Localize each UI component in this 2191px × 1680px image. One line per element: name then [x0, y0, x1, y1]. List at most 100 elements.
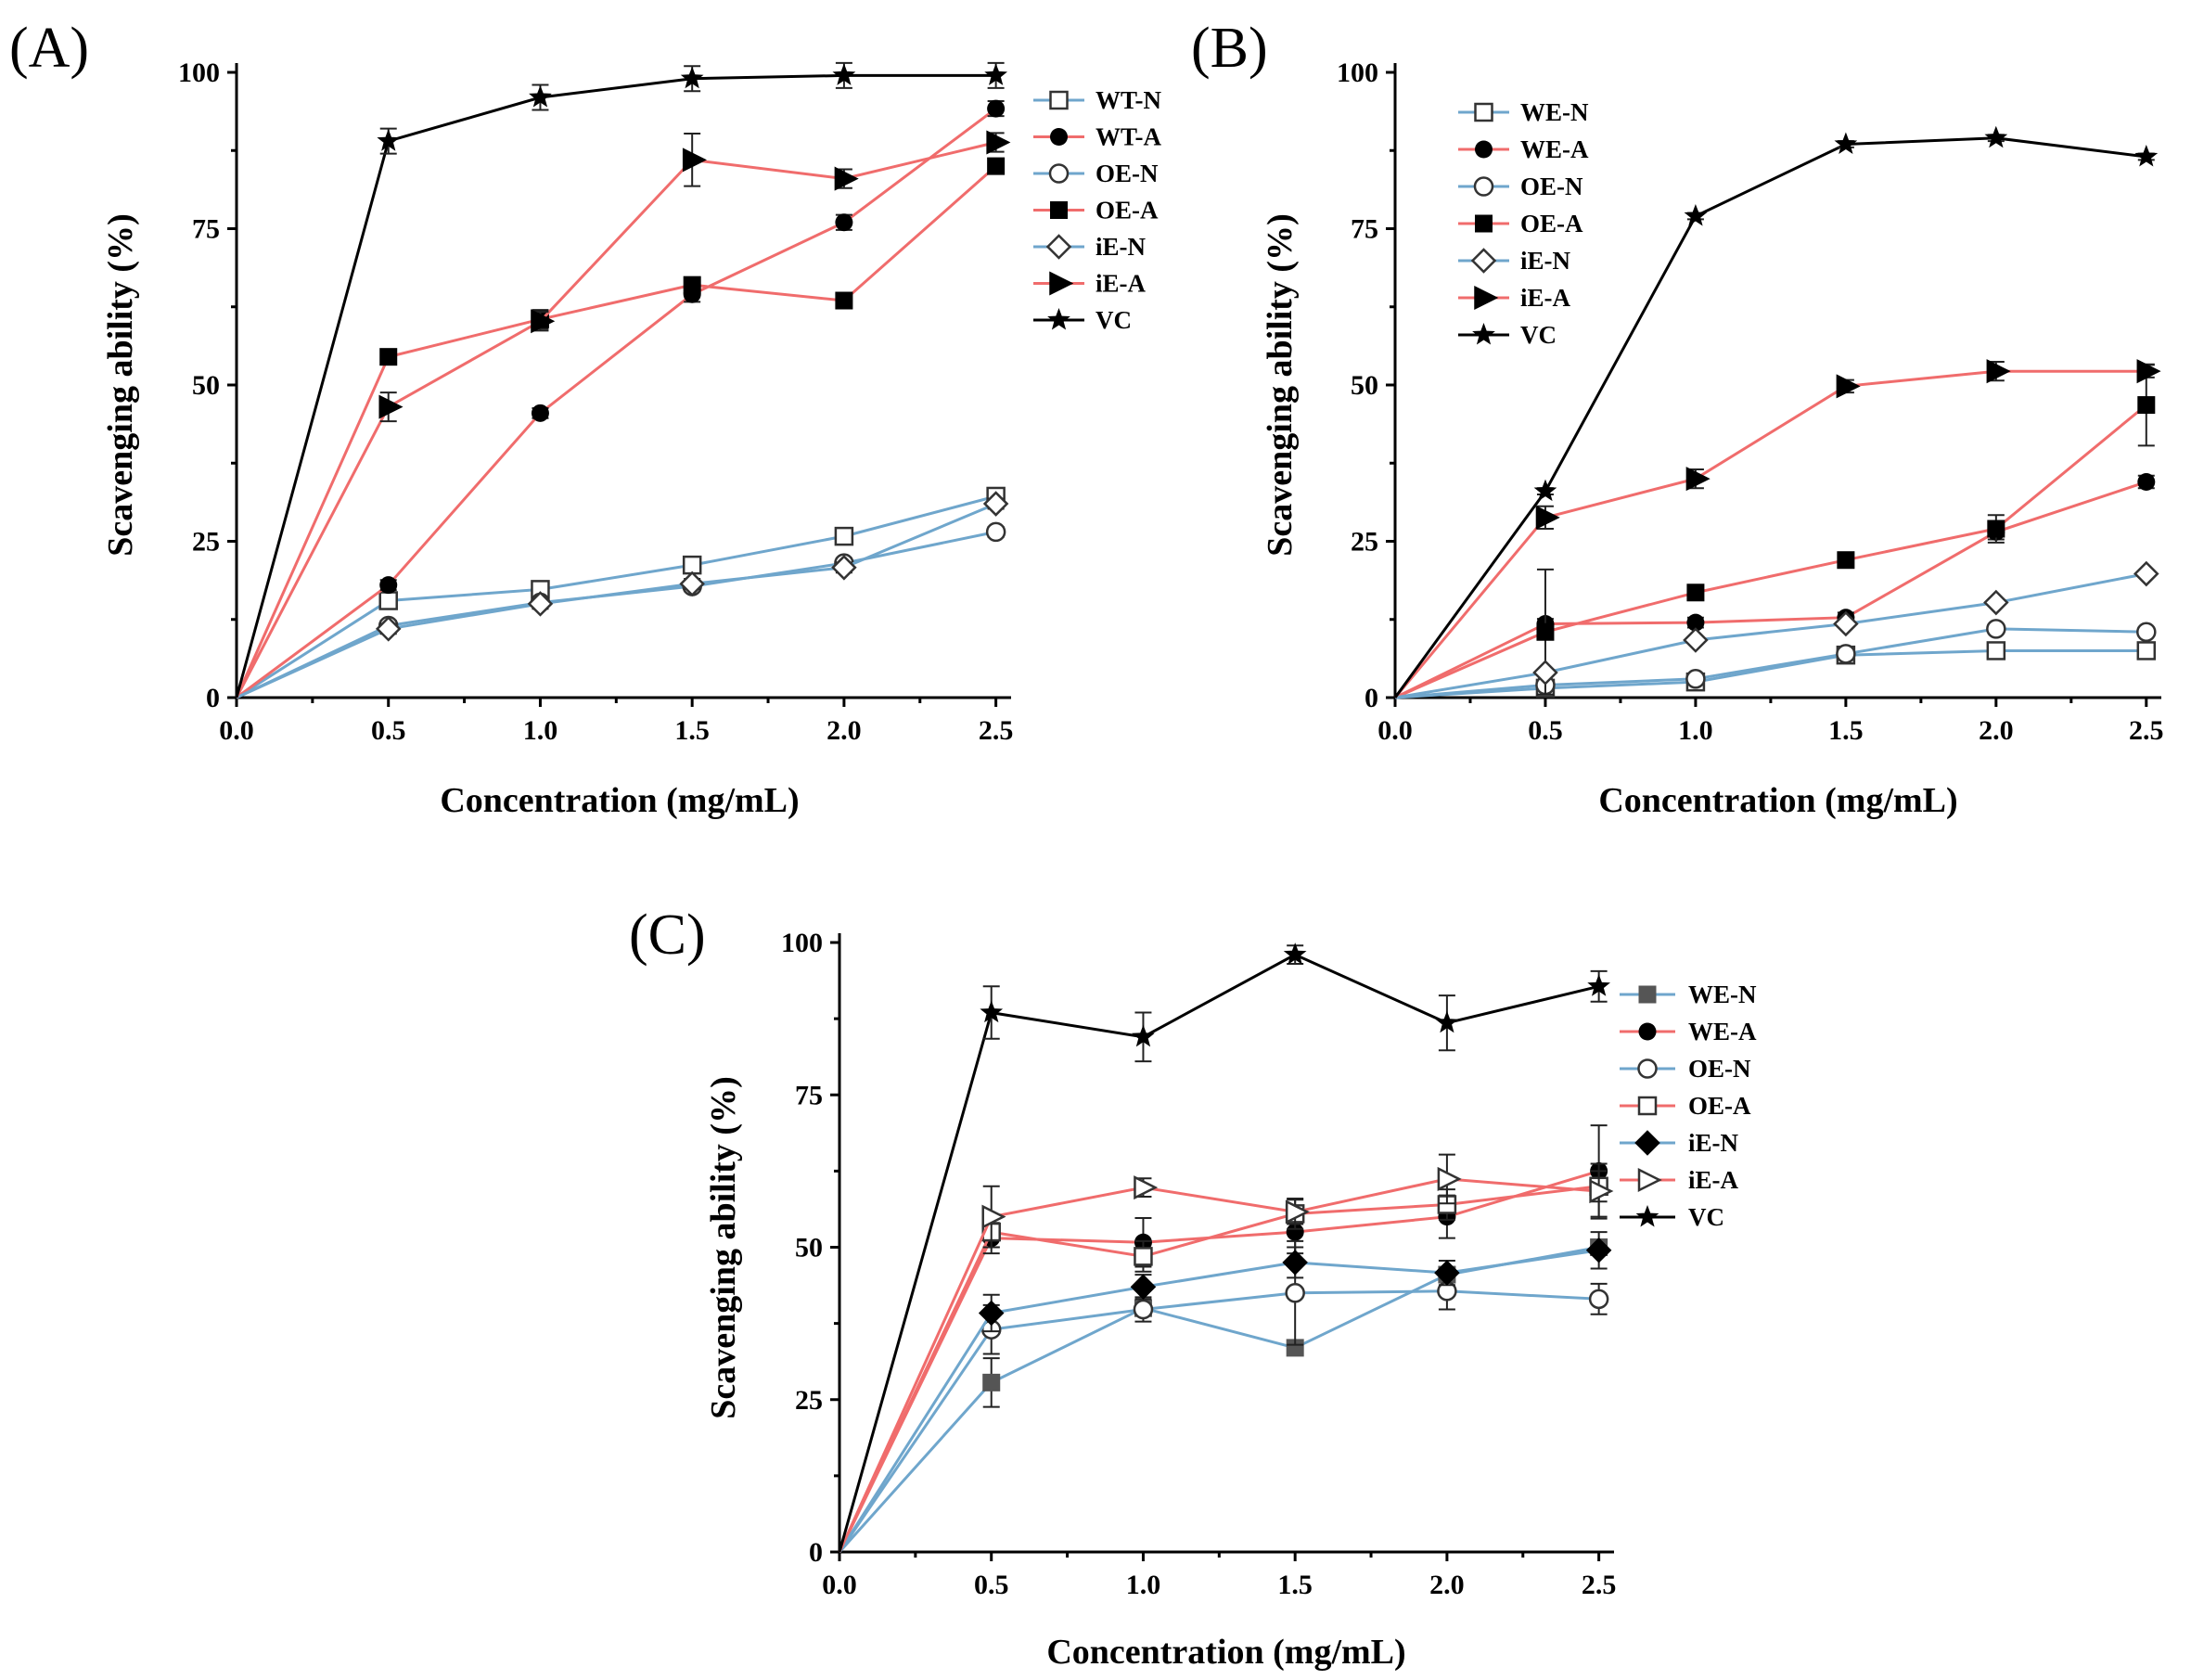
x-tick-label: 2.5: [1582, 1570, 1617, 1600]
data-point: [987, 157, 1006, 175]
data-point: [1683, 627, 1709, 653]
data-point: [1837, 551, 1855, 570]
y-tick-label: 0: [206, 683, 220, 713]
legend-marker: [1638, 985, 1657, 1004]
legend-label: iE-N: [1688, 1129, 1739, 1157]
series-iE-A: [838, 1153, 1614, 1553]
data-point: [529, 85, 552, 108]
panel-label: (C): [629, 904, 706, 967]
data-point: [1437, 1166, 1462, 1191]
data-point: [986, 130, 1011, 155]
data-point: [1434, 1260, 1460, 1286]
series-line: [1394, 627, 2146, 699]
data-point: [1986, 641, 2006, 660]
panel-label: (B): [1191, 17, 1268, 80]
data-point: [982, 491, 1009, 517]
data-point: [2134, 145, 2159, 167]
x-tick-label: 0.0: [219, 715, 254, 746]
legend-label: VC: [1688, 1203, 1724, 1231]
x-tick-label: 2.0: [1979, 715, 2014, 746]
data-point: [1435, 1010, 1459, 1033]
data-point: [1684, 204, 1708, 226]
legend-label: OE-A: [1520, 210, 1583, 237]
data-point: [527, 591, 554, 617]
data-point: [985, 521, 1006, 543]
x-tick-label: 0.0: [1377, 715, 1413, 746]
data-point: [378, 591, 398, 610]
legend-label: WT-A: [1096, 123, 1162, 151]
legend-marker: [1474, 102, 1493, 122]
data-point: [834, 526, 854, 546]
data-point: [1983, 589, 2009, 616]
legend-label: WT-N: [1096, 86, 1162, 114]
legend-marker: [1474, 285, 1499, 311]
y-axis-title: Scavenging ability (%): [704, 1076, 743, 1418]
legend-label: WE-A: [1688, 1018, 1757, 1045]
y-tick-label: 100: [178, 58, 220, 88]
series-line: [1394, 481, 2147, 699]
x-tick-label: 0.5: [974, 1570, 1009, 1600]
data-point: [375, 616, 402, 642]
data-point: [1589, 1179, 1614, 1204]
data-point: [682, 555, 702, 575]
series-line: [236, 107, 997, 699]
series-line: [1394, 572, 2147, 699]
legend-label: OE-N: [1096, 160, 1159, 187]
data-point: [680, 66, 704, 89]
legend-marker: [1634, 1130, 1660, 1156]
y-axis-title: Scavenging ability (%): [1261, 213, 1300, 556]
series-line: [838, 1289, 1599, 1553]
series-WE-A: [838, 1124, 1608, 1553]
data-point: [980, 1000, 1004, 1023]
y-tick-label: 75: [1351, 214, 1378, 245]
data-point: [1987, 519, 2005, 538]
data-point: [1134, 1247, 1153, 1266]
series-line: [838, 1249, 1599, 1553]
series-VC: [838, 943, 1610, 1553]
legend-label: VC: [1096, 306, 1132, 334]
legend-marker: [1472, 323, 1495, 345]
legend-marker: [1637, 1058, 1658, 1079]
legend-label: iE-N: [1096, 233, 1147, 261]
data-point: [1532, 660, 1558, 686]
legend-marker: [1638, 1022, 1657, 1041]
data-point: [1585, 1238, 1612, 1263]
legend-label: OE-N: [1688, 1055, 1751, 1083]
x-tick-label: 1.5: [1277, 1570, 1313, 1600]
legend-marker: [1045, 234, 1072, 260]
series-line: [838, 953, 1599, 1553]
data-point: [1285, 1283, 1305, 1303]
data-point: [2133, 560, 2159, 587]
data-point: [832, 63, 856, 85]
legend-marker: [1470, 248, 1497, 274]
series-OE-A: [838, 1170, 1608, 1553]
y-tick-label: 25: [795, 1385, 823, 1416]
x-axis-title: Concentration (mg/mL): [1598, 781, 1957, 820]
series-line: [235, 164, 997, 699]
data-point: [1132, 1024, 1155, 1047]
series-iE-N: [236, 491, 1009, 699]
chart-panel-1: (A) 0.0 0.5 1.0 1.5 2.0 2.5 0 25 50 75 100 Concentra…: [9, 17, 1162, 820]
x-tick-label: 2.5: [2129, 715, 2164, 746]
y-tick-label: 75: [192, 214, 220, 245]
data-point: [978, 1300, 1005, 1327]
data-point: [377, 129, 401, 151]
series-line: [236, 494, 996, 699]
legend: WT-N WT-A OE-N OE-A iE-N iE-A VC: [1033, 86, 1162, 334]
data-point: [679, 571, 705, 597]
legend-marker: [1048, 163, 1070, 184]
y-tick-label: 25: [192, 527, 220, 558]
x-tick-label: 1.5: [1828, 715, 1864, 746]
series-WE-A: [1394, 472, 2156, 699]
data-point: [835, 213, 853, 232]
data-point: [1685, 669, 1706, 689]
series-line: [838, 1177, 1599, 1553]
data-point: [1686, 584, 1705, 602]
legend: WE-N WE-A OE-N OE-A iE-N iE-A VC: [1458, 98, 1589, 349]
x-tick-label: 1.5: [674, 715, 710, 746]
data-point: [1286, 1223, 1304, 1241]
data-point: [987, 99, 1006, 118]
legend-label: iE-A: [1520, 284, 1571, 312]
series-iE-N: [838, 1231, 1612, 1553]
y-tick-label: 50: [1351, 370, 1378, 401]
